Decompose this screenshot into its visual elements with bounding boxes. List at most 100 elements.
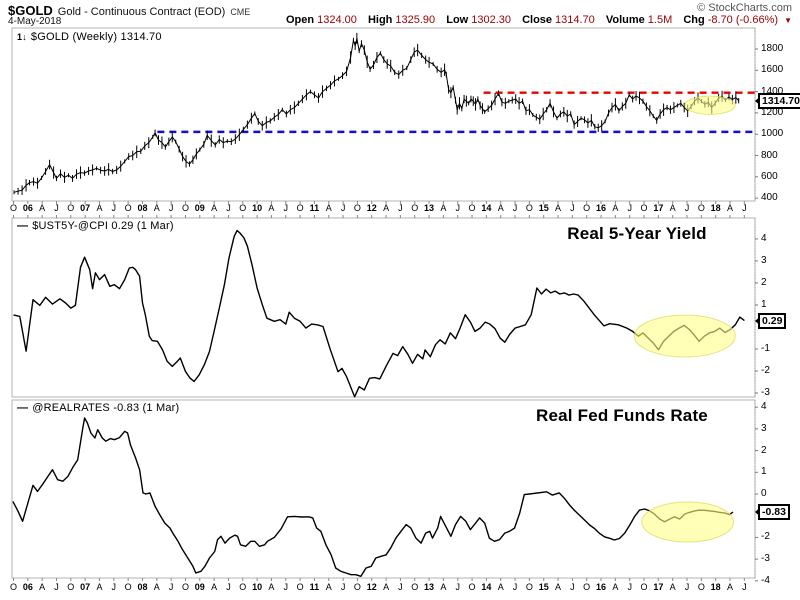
x-axis-label: 18 [710, 582, 721, 592]
x-axis-label: J [111, 203, 117, 213]
y-axis-label: 600 [761, 170, 778, 182]
x-axis-label: J [226, 203, 231, 213]
gold-price-tag: 1314.70 [755, 93, 800, 109]
x-axis-label: O [697, 203, 705, 213]
x-axis-label: A [211, 203, 218, 213]
realrates-price-tag: -0.83 [755, 504, 790, 520]
exchange-label: CME [230, 7, 251, 17]
y-axis-label: 4 [761, 232, 767, 244]
chart-type-icon: 1↓ [17, 32, 27, 42]
ust5y-cpi-highlight-ellipse [633, 314, 736, 358]
y-axis-label: 3 [761, 254, 767, 266]
x-axis-label: 08 [137, 203, 148, 213]
x-axis-label: O [181, 203, 189, 213]
x-axis-label: 14 [481, 582, 492, 592]
y-axis-label: 3 [761, 422, 767, 434]
ust5y-price-tag-value: 0.29 [758, 313, 787, 329]
x-axis-label: J [684, 582, 690, 592]
y-axis-label: 1800 [761, 42, 784, 54]
x-axis-label: O [353, 582, 361, 592]
x-axis-label: 13 [424, 203, 435, 213]
x-axis-label: 16 [596, 203, 607, 213]
x-axis-label: 07 [80, 203, 91, 213]
ust5y-panel-legend: — $UST5Y-@CPI 0.29 (1 Mar) [17, 220, 174, 232]
x-axis-label: A [211, 582, 218, 592]
chart-date: 4-May-2018 [8, 16, 62, 27]
x-axis-label: A [39, 203, 46, 213]
x-axis-label: 07 [80, 582, 91, 592]
x-axis-label: J [742, 203, 747, 213]
x-axis-label: J [742, 582, 747, 592]
x-axis-label: J [512, 203, 518, 213]
ust5y-cpi-panel-frame [11, 217, 756, 398]
x-axis-label: J [570, 203, 575, 213]
x-axis-label: O [640, 582, 648, 592]
x-axis-label: J [512, 582, 518, 592]
x-axis-label: A [726, 582, 734, 592]
series-line-icon: — [17, 402, 29, 414]
x-axis-label: O [239, 203, 247, 213]
x-axis-label: O [411, 582, 419, 592]
x-axis-label: 12 [366, 582, 377, 592]
y-axis-label: -3 [761, 553, 770, 565]
ticker-symbol: $GOLD [8, 3, 53, 18]
x-axis-label: J [283, 582, 289, 592]
x-axis-label: 06 [22, 203, 33, 213]
x-axis-label: O [296, 203, 304, 213]
gold-panel-legend: 1↓ $GOLD (Weekly) 1314.70 [17, 31, 162, 43]
realrates-series-line [12, 417, 734, 577]
y-axis-label: 1600 [761, 64, 784, 76]
y-axis-label: -2 [761, 365, 770, 377]
x-axis-label: A [669, 582, 676, 592]
high-label: High [367, 14, 393, 26]
x-axis-label: O [353, 203, 361, 213]
y-axis-label: 2 [761, 276, 767, 288]
x-axis-label: A [39, 582, 46, 592]
ust5y-legend-text: $UST5Y-@CPI 0.29 (1 Mar) [32, 220, 174, 232]
x-axis-label: 16 [596, 582, 607, 592]
x-axis-label: 08 [137, 582, 148, 592]
y-axis-label: 4 [761, 401, 767, 413]
x-axis-label: O [124, 582, 132, 592]
gold-legend-text: $GOLD (Weekly) 1314.70 [30, 31, 162, 43]
x-axis-label: 17 [653, 582, 664, 592]
realrates-panel-frame [11, 399, 756, 579]
ust5y-cpi-series-line [13, 229, 745, 398]
x-axis-label: O [525, 203, 533, 213]
x-axis-label: O [296, 582, 304, 592]
x-axis-label: J [627, 203, 632, 213]
x-axis-label: 10 [252, 203, 263, 213]
x-axis-label: J [283, 203, 289, 213]
ust5y-price-tag: 0.29 [755, 313, 787, 329]
volume-value: 1.5M [647, 14, 673, 26]
gold-price-tag-value: 1314.70 [758, 93, 800, 109]
realrates-highlight-ellipse [641, 501, 735, 543]
x-axis-label: J [54, 203, 59, 213]
y-axis-label: 400 [761, 192, 778, 204]
x-axis-label: A [268, 203, 275, 213]
x-axis-label: A [383, 582, 390, 592]
gold-panel-frame [11, 27, 756, 202]
close-value: 1314.70 [555, 14, 595, 26]
x-axis-label: A [96, 203, 103, 213]
x-axis-label: O [468, 203, 476, 213]
low-label: Low [446, 14, 469, 26]
x-axis-label: O [411, 203, 419, 213]
x-axis-label: O [124, 203, 132, 213]
y-axis-label: 1 [761, 298, 767, 310]
chart-header: $GOLD Gold - Continuous Contract (EOD) CME [8, 2, 250, 20]
x-axis-label: A [383, 203, 390, 213]
x-axis-label: A [440, 582, 447, 592]
x-axis-label: O [583, 203, 591, 213]
x-axis-label: A [153, 582, 160, 592]
y-axis-label: 1400 [761, 85, 784, 97]
y-axis-label: -1 [761, 343, 770, 354]
x-axis-label: 15 [538, 582, 549, 592]
x-axis-label: O [525, 582, 533, 592]
x-axis-label: J [226, 582, 231, 592]
x-axis-label: J [455, 582, 460, 592]
open-value: 1324.00 [317, 14, 357, 26]
x-axis-label: J [340, 582, 346, 592]
low-value: 1302.30 [471, 14, 511, 26]
